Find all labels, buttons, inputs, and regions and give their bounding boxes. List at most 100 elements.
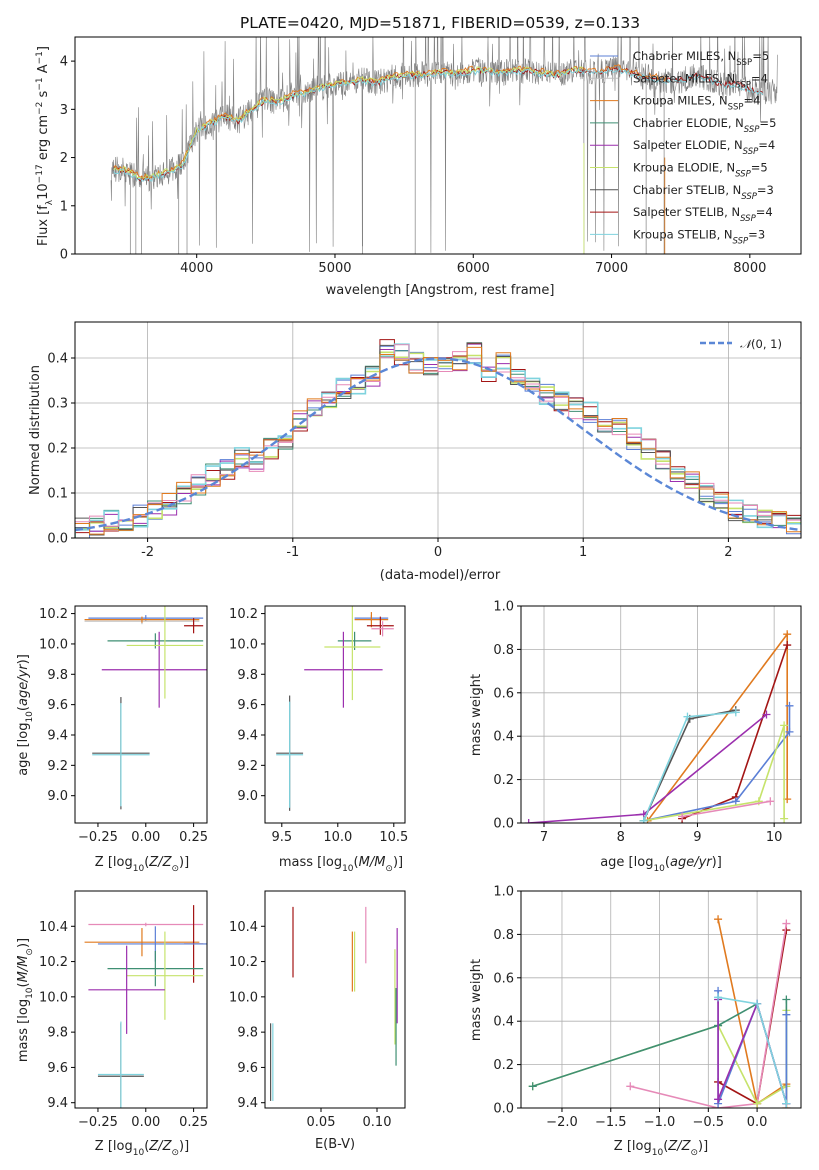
- y-tick-label: 9.6: [47, 698, 68, 713]
- histogram-step: [75, 346, 801, 538]
- label-part: A: [36, 64, 51, 77]
- x-tick-label: 0.25: [179, 830, 208, 845]
- label-part: erg cm: [36, 115, 51, 164]
- label-part: (: [144, 1139, 149, 1154]
- plus-marker: [785, 727, 794, 736]
- plus-marker: [753, 1099, 762, 1108]
- y-tick-label: 9.6: [47, 1061, 68, 1076]
- x-tick-label: 2: [724, 545, 732, 560]
- legend-eq: =: [759, 116, 769, 130]
- plus-marker: [782, 995, 791, 1004]
- label-part: M/M: [16, 956, 31, 983]
- x-tick-label: 0.10: [363, 1115, 392, 1130]
- y-tick-label: 9.8: [47, 668, 68, 683]
- x-tick-label: 5000: [318, 261, 351, 276]
- plot-area: [110, 37, 778, 254]
- y-tick-label: 0.1: [47, 487, 68, 502]
- plus-marker: [683, 712, 692, 721]
- legend-name: Chabrier STELIB: [633, 183, 725, 197]
- label-part: log: [322, 855, 342, 870]
- plus-marker: [714, 915, 723, 924]
- label-part: )]: [16, 654, 31, 664]
- normal-curve: [75, 357, 801, 532]
- label-part: log: [113, 1139, 133, 1154]
- plus-marker: [762, 710, 771, 719]
- y-tick-label: 0.0: [493, 817, 514, 832]
- x-tick-label: 0.05: [307, 1115, 336, 1130]
- x-tick-label: 0.25: [179, 1115, 208, 1130]
- y-tick-label: 0.4: [493, 730, 514, 745]
- label-part: ⊙: [171, 864, 179, 874]
- label-part: M/M: [359, 855, 386, 870]
- legend-count: 3: [767, 183, 774, 197]
- legend-name: Chabrier MILES: [633, 49, 720, 63]
- y-tick-label: 10.0: [39, 637, 68, 652]
- mass-weight-line: [643, 725, 785, 822]
- plus-marker: [731, 708, 740, 717]
- plus-marker: [783, 641, 792, 650]
- x-tick-label: −1.5: [595, 1115, 627, 1130]
- x-axis-label: E(B-V): [315, 1137, 355, 1152]
- label-part: )]: [16, 938, 31, 948]
- axes-frame: [520, 605, 802, 824]
- y-tick-label: 1.0: [493, 885, 514, 900]
- label-part: (: [663, 1139, 668, 1154]
- label-part: Flux [f: [36, 205, 51, 246]
- legend-eq: =: [756, 205, 766, 219]
- mass-weight-line: [681, 644, 788, 820]
- model-line: [113, 66, 763, 182]
- observed-spectrum-line: [110, 37, 778, 253]
- legend-eq: =: [751, 71, 761, 85]
- chart-age-vs-Z: −0.25 0.00 0.259.09.29.49.69.810.010.2Z [l…: [16, 605, 208, 874]
- label-part: λ: [45, 199, 55, 205]
- legend-sub: SSP: [735, 170, 751, 180]
- axes-frame: [74, 36, 802, 255]
- mass-weight-line: [646, 631, 789, 822]
- legend-n: , N: [719, 161, 735, 175]
- label-part: 10: [25, 987, 35, 999]
- y-tick-label: 0.2: [493, 1058, 514, 1073]
- plus-marker: [782, 1010, 791, 1019]
- y-tick-label: 10.2: [39, 607, 68, 622]
- label-part: 10: [25, 711, 35, 723]
- y-tick-label: 10.0: [39, 990, 68, 1005]
- y-tick-label: 9.8: [237, 668, 258, 683]
- legend-label: Chabrier ELODIE, NSSP=5: [633, 116, 776, 135]
- chart-mass-vs-EBV: 0.05 0.10 9.4 9.6 9.8 10.0 10.2 10.4 E(B-V): [229, 890, 406, 1152]
- legend-sub: SSP: [728, 103, 744, 113]
- chart-age-vs-mass: 9.5 10.0 10.5 9.0 9.2 9.4 9.6 9.8 10.0 10.2 mass […: [229, 605, 408, 874]
- x-tick-label: 0.00: [131, 830, 160, 845]
- label-part: (: [16, 706, 31, 711]
- y-tick-label: 9.8: [237, 1026, 258, 1041]
- y-axis-label: age [log10(age/yr)]: [16, 654, 35, 776]
- legend-eq: =: [751, 161, 761, 175]
- legend-count: 5: [762, 49, 769, 63]
- legend-eq: =: [748, 227, 758, 241]
- legend-label: Kroupa STELIB, NSSP=3: [633, 227, 765, 246]
- y-tick-label: 3: [60, 103, 68, 118]
- y-tick-label: 9.2: [47, 759, 68, 774]
- y-tick-label: 10.0: [229, 990, 258, 1005]
- legend-name: Salpeter ELODIE: [633, 138, 727, 152]
- label-part: log: [16, 999, 31, 1019]
- x-axis-label: age [log10(age/yr)]: [600, 855, 722, 874]
- legend-n: , N: [728, 116, 744, 130]
- chart-residuals: -2 -1 0 1 2 0.0 0.1 0.2 0.3 0.4 (data-model)/error…: [28, 321, 802, 583]
- label-part: (: [354, 855, 359, 870]
- y-tick-label: 0.8: [493, 928, 514, 943]
- mass-weight-line: [630, 923, 788, 1108]
- label-part: Z/Z: [667, 1139, 691, 1154]
- x-tick-label: 10.5: [379, 830, 408, 845]
- label-part: −17: [35, 164, 45, 183]
- legend-sub: SSP: [743, 147, 759, 157]
- plus-marker: [753, 999, 762, 1008]
- y-tick-label: 9.4: [237, 728, 258, 743]
- plot-area: [84, 905, 207, 1108]
- axes-frame: [520, 890, 802, 1109]
- legend-sub: SSP: [741, 192, 757, 202]
- label-part: (: [16, 982, 31, 987]
- x-axis-label: Z [log10(Z/Z⊙)]: [614, 1139, 708, 1158]
- plus-marker: [785, 701, 794, 710]
